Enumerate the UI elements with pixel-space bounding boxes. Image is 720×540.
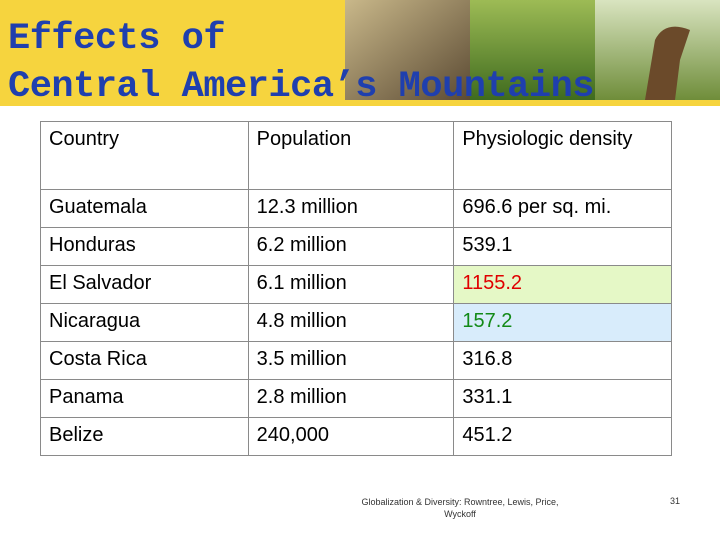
table-cell: 6.1 million [247,265,455,304]
photo [470,0,595,100]
footer-credit: Globalization & Diversity: Rowntree, Lew… [361,497,559,519]
photo [345,0,470,100]
header-row: Country Population Physiologic density [40,121,672,190]
table-cell: 240,000 [247,417,455,456]
table-row: Nicaragua 4.8 million 157.2 [40,303,672,342]
column-header: Physiologic density [453,121,672,190]
table-row: El Salvador 6.1 million 1155.2 [40,265,672,304]
table-cell: 2.8 million [247,379,455,418]
table-row: Honduras 6.2 million 539.1 [40,227,672,266]
table-row: Panama 2.8 million 331.1 [40,379,672,418]
table-row: Costa Rica 3.5 million 316.8 [40,341,672,380]
table-cell: Honduras [40,227,249,266]
table-cell: 1155.2 [453,265,672,304]
table-cell: 6.2 million [247,227,455,266]
table-cell: Nicaragua [40,303,249,342]
header-photos [345,0,720,100]
table-row: Guatemala 12.3 million 696.6 per sq. mi. [40,189,672,228]
table-row: Belize 240,000 451.2 [40,417,672,456]
data-table: Country Population Physiologic density Guat… [40,121,672,456]
column-header: Population [247,121,455,190]
table-cell: 12.3 million [247,189,455,228]
table-cell: 451.2 [453,417,672,456]
table-cell: 157.2 [453,303,672,342]
table-cell: 316.8 [453,341,672,380]
title-line: Central America’s Mountains [8,66,595,108]
table-cell: Costa Rica [40,341,249,380]
table-cell: 4.8 million [247,303,455,342]
column-header: Country [40,121,249,190]
page-number: 31 [670,496,681,506]
table-cell: Panama [40,379,249,418]
table-cell: 3.5 million [247,341,455,380]
tree [645,26,690,100]
table-cell: 696.6 per sq. mi. [453,189,672,228]
table-cell: El Salvador [40,265,249,304]
title-line: Effects of [8,18,226,60]
table-cell: Belize [40,417,249,456]
table-cell: Guatemala [40,189,249,228]
table-cell: 539.1 [453,227,672,266]
table-cell: 331.1 [453,379,672,418]
